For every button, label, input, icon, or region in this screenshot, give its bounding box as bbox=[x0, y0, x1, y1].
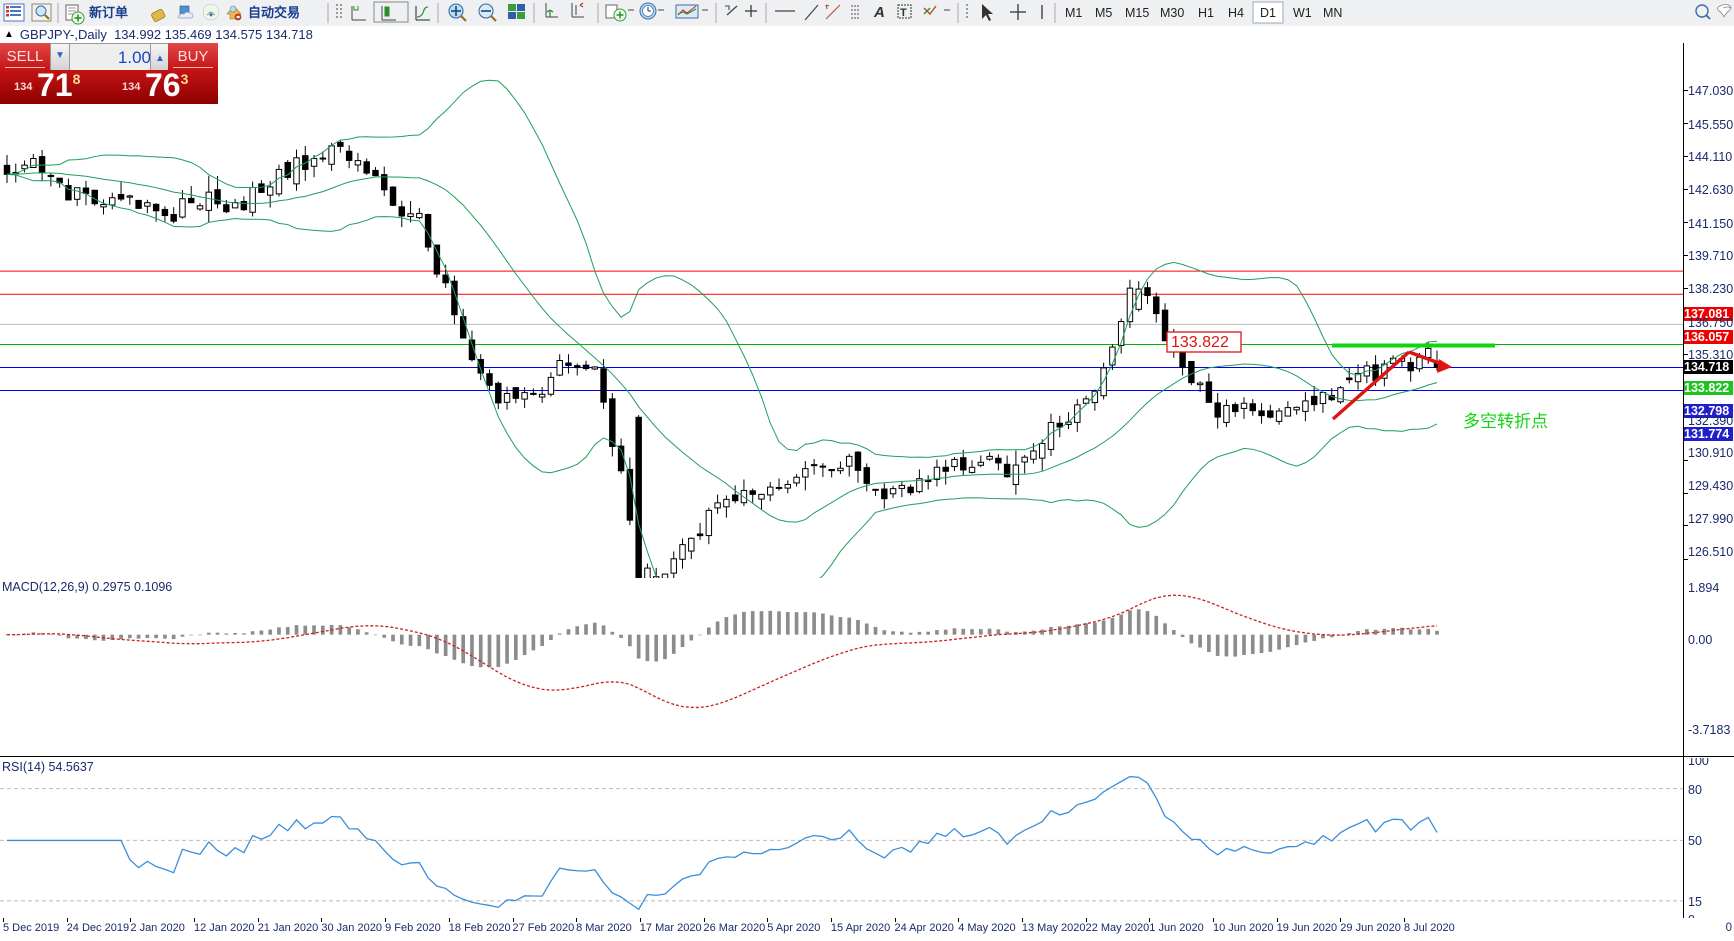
svg-text:M5: M5 bbox=[1095, 6, 1112, 20]
svg-text:新订单: 新订单 bbox=[89, 5, 128, 20]
svg-text:多空转折点: 多空转折点 bbox=[1463, 412, 1548, 431]
svg-text:T: T bbox=[900, 7, 907, 19]
svg-text:A: A bbox=[873, 4, 885, 21]
svg-text:H1: H1 bbox=[1198, 6, 1214, 20]
svg-text:M30: M30 bbox=[1160, 6, 1184, 20]
svg-text:M1: M1 bbox=[1065, 6, 1082, 20]
svg-text:H4: H4 bbox=[1228, 6, 1244, 20]
svg-text:133.822: 133.822 bbox=[1171, 334, 1229, 351]
svg-text:MN: MN bbox=[1323, 6, 1342, 20]
svg-text:W1: W1 bbox=[1293, 6, 1312, 20]
svg-text:M15: M15 bbox=[1125, 6, 1149, 20]
svg-text:D1: D1 bbox=[1260, 6, 1276, 20]
svg-text:自动交易: 自动交易 bbox=[248, 5, 300, 20]
